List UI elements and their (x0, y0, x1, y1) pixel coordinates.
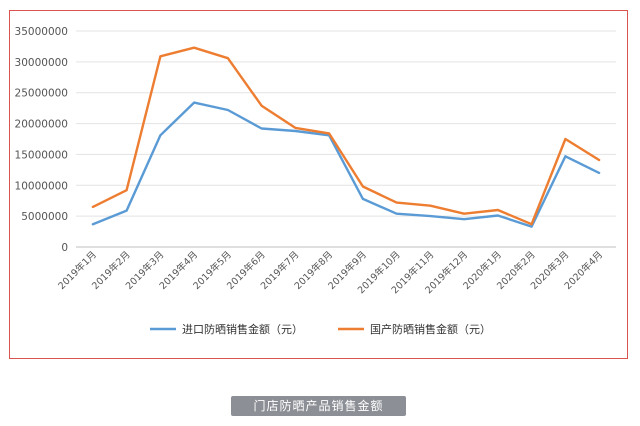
gridlines (76, 30, 616, 248)
legend-label: 国产防晒销售金额（元） (370, 322, 491, 336)
line-chart: 0 5000000 10000000 15000000 20000000 25000000… (15, 26, 616, 336)
y-axis-ticks: 0 5000000 10000000 15000000 20000000 25000000… (15, 26, 68, 254)
legend: 进口防晒销售金额（元） 国产防晒销售金额（元） (150, 322, 491, 336)
series-line-2 (91, 46, 601, 226)
x-axis-ticks: 2019年1月2019年2月2019年3月2019年4月2019年5月2019年… (56, 249, 606, 297)
y-tick-label: 15000000 (15, 149, 68, 161)
series-lines (91, 46, 601, 228)
chart-frame: 0 5000000 10000000 15000000 20000000 25000000… (9, 10, 628, 359)
figure-caption: 门店防晒产品销售金额 (231, 396, 406, 416)
y-tick-label: 0 (61, 242, 68, 254)
y-tick-label: 20000000 (15, 119, 68, 131)
y-tick-label: 5000000 (21, 211, 68, 223)
series-line-1 (91, 101, 601, 228)
y-tick-label: 35000000 (15, 26, 68, 38)
y-tick-label: 10000000 (15, 180, 68, 192)
legend-label: 进口防晒销售金额（元） (182, 322, 303, 336)
y-tick-label: 30000000 (15, 57, 68, 69)
y-tick-label: 25000000 (15, 88, 68, 100)
